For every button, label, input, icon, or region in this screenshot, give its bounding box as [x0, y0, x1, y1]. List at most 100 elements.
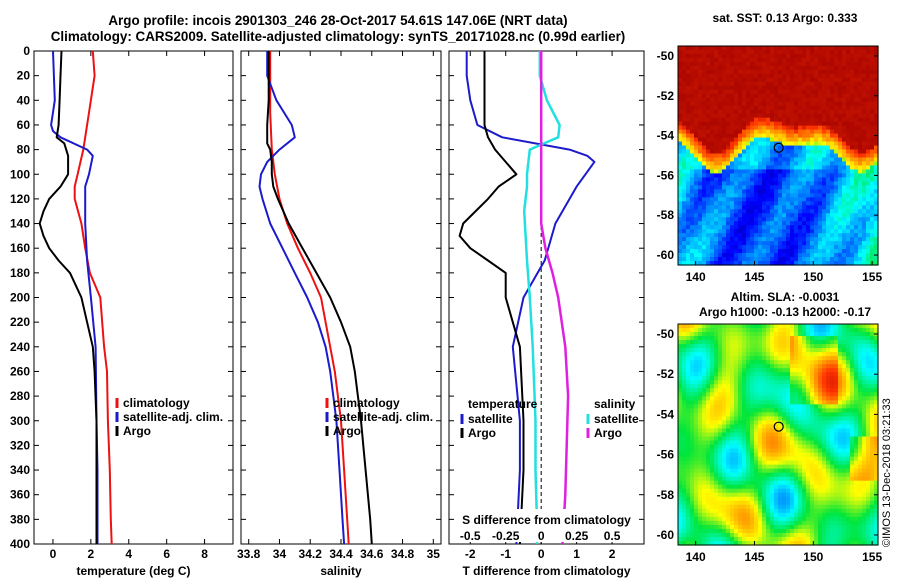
sst-heatmap-cell [750, 53, 755, 59]
sst-heatmap-cell [706, 173, 711, 178]
sst-heatmap-cell [702, 61, 707, 67]
sla-heatmap-cell [758, 328, 763, 333]
sla-heatmap-cell [718, 432, 723, 438]
sst-heatmap-cell [842, 229, 847, 234]
sla-heatmap-cell [802, 460, 807, 466]
sla-heatmap-cell [854, 420, 859, 426]
sst-heatmap-cell [730, 65, 735, 71]
sst-heatmap-cell [782, 153, 787, 159]
sst-heatmap-cell [854, 181, 859, 186]
sla-heatmap-cell [718, 480, 723, 486]
sst-heatmap-cell [722, 93, 727, 99]
sst-heatmap-cell [754, 177, 759, 182]
sla-heatmap-cell [750, 328, 755, 333]
sla-heatmap-cell [778, 412, 783, 418]
sst-heatmap-cell [806, 46, 811, 51]
sla-heatmap-cell [846, 476, 851, 482]
sla-heatmap-cell [694, 464, 699, 470]
sla-heatmap-cell [678, 392, 683, 397]
sst-heatmap-cell [794, 105, 799, 111]
sst-heatmap-cell [690, 237, 695, 242]
sla-heatmap-cell [774, 360, 779, 365]
sla-heatmap-cell [754, 328, 759, 333]
sst-heatmap-cell [858, 229, 863, 234]
sla-heatmap-cell [862, 412, 867, 418]
sst-heatmap-cell [814, 93, 819, 99]
sst-heatmap-cell [702, 213, 707, 218]
sst-heatmap-cell [738, 181, 743, 186]
sst-heatmap-cell [870, 201, 875, 206]
sst-heatmap-cell [706, 105, 711, 111]
sla-heatmap-cell [854, 476, 859, 482]
sst-heatmap-cell [798, 173, 803, 178]
sla-heatmap-cell [726, 360, 731, 365]
sst-heatmap-cell [694, 73, 699, 79]
sst-heatmap-cell [774, 177, 779, 182]
sst-heatmap-cell [746, 253, 751, 258]
sst-heatmap-cell [810, 157, 815, 163]
sst-heatmap-cell [870, 46, 875, 51]
sst-heatmap-cell [694, 253, 699, 258]
sst-heatmap-cell [706, 193, 711, 198]
sst-heatmap-cell [694, 46, 699, 51]
sla-heatmap-cell [778, 324, 783, 329]
sst-heatmap-cell [762, 93, 767, 99]
sst-heatmap-cell [730, 137, 735, 143]
sst-heatmap-cell [774, 57, 779, 63]
sst-heatmap-cell [822, 129, 827, 135]
sla-heatmap-cell [786, 452, 791, 458]
sst-heatmap-cell [786, 165, 791, 171]
sst-heatmap-cell [678, 169, 683, 175]
sst-heatmap-cell [730, 61, 735, 67]
sst-heatmap-cell [874, 49, 879, 55]
sst-heatmap-cell [734, 109, 739, 115]
sst-heatmap-cell [690, 125, 695, 131]
sst-heatmap-cell [678, 89, 683, 95]
sst-heatmap-cell [870, 241, 875, 246]
sst-heatmap-cell [850, 161, 855, 167]
sla-heatmap-cell [830, 404, 835, 409]
sla-heatmap-cell [686, 388, 691, 393]
sst-heatmap-cell [838, 237, 843, 242]
sst-heatmap-cell [790, 53, 795, 59]
sla-heatmap-cell [870, 436, 875, 442]
sst-heatmap-cell [794, 229, 799, 234]
sst-heatmap-cell [678, 237, 683, 242]
sla-heatmap-cell [854, 396, 859, 401]
sla-heatmap-cell [806, 436, 811, 442]
sst-heatmap-cell [774, 61, 779, 67]
sst-heatmap-cell [774, 73, 779, 79]
sst-heatmap-cell [794, 257, 799, 262]
sst-heatmap-cell [854, 189, 859, 194]
sla-heatmap-cell [694, 428, 699, 434]
sla-heatmap-cell [850, 408, 855, 413]
sla-heatmap-cell [742, 412, 747, 418]
sst-heatmap-cell [826, 161, 831, 167]
sla-heatmap-cell [730, 340, 735, 345]
sst-heatmap-cell [694, 133, 699, 139]
sla-heatmap-cell [814, 464, 819, 470]
sla-heatmap-cell [766, 328, 771, 333]
sst-heatmap-cell [706, 61, 711, 67]
sla-heatmap-cell [834, 464, 839, 470]
sst-xtick-label: 140 [686, 270, 706, 284]
sst-heatmap-cell [758, 197, 763, 202]
sla-heatmap-cell [858, 332, 863, 337]
sla-heatmap-cell [802, 464, 807, 470]
sst-heatmap-cell [802, 249, 807, 254]
sst-heatmap-cell [770, 157, 775, 163]
sst-heatmap-cell [690, 189, 695, 194]
sla-heatmap-cell [866, 396, 871, 401]
sla-heatmap-cell [714, 348, 719, 353]
sst-heatmap-cell [726, 181, 731, 186]
sst-heatmap-cell [690, 229, 695, 234]
sla-heatmap-cell [802, 388, 807, 393]
sst-heatmap-cell [862, 189, 867, 194]
sst-heatmap-cell [714, 137, 719, 143]
sla-heatmap-cell [834, 428, 839, 434]
sst-heatmap-cell [746, 89, 751, 95]
sst-heatmap-cell [774, 261, 779, 266]
sst-heatmap-cell [846, 137, 851, 143]
sst-heatmap-cell [786, 49, 791, 55]
sst-heatmap-cell [750, 165, 755, 171]
